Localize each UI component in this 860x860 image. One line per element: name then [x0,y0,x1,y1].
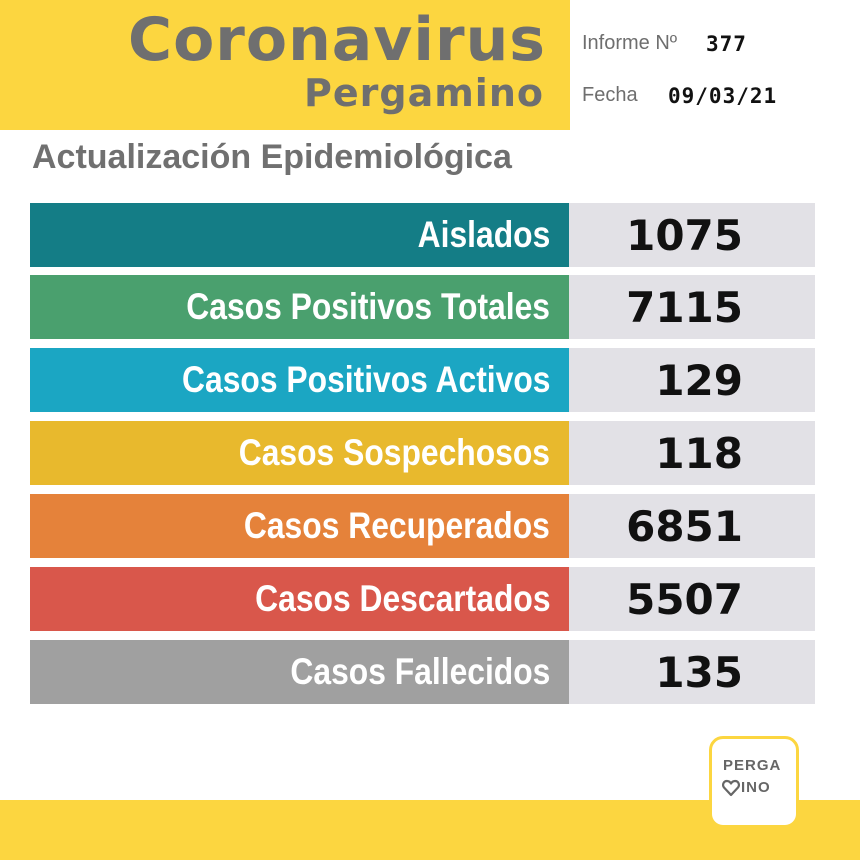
stat-value: 6851 [626,501,743,551]
stat-value: 5507 [626,574,743,624]
stat-value-box: 5507 [569,567,815,631]
stat-value-box: 129 [569,348,815,412]
stat-row-positivos-totales: Casos Positivos Totales 7115 [30,275,815,339]
fecha-label: Fecha [582,84,638,106]
stat-label: Casos Fallecidos [290,651,551,692]
heart-icon [722,779,740,797]
stat-row-positivos-activos: Casos Positivos Activos 129 [30,348,815,412]
fecha-info: Fecha 09/03/21 [582,84,776,108]
stat-value: 129 [655,355,743,405]
stat-label: Casos Positivos Totales [186,286,551,327]
stat-value: 7115 [626,282,743,332]
section-title: Actualización Epidemiológica [32,138,512,176]
stat-label: Casos Descartados [254,578,551,619]
stat-label-box: Aislados [30,203,569,267]
informe-number: 377 [706,32,747,56]
fecha-value: 09/03/21 [668,84,778,108]
stat-label-box: Casos Positivos Totales [30,275,569,339]
stat-value-box: 7115 [569,275,815,339]
stat-value: 135 [655,647,743,697]
stat-value-box: 135 [569,640,815,704]
stat-label-box: Casos Descartados [30,567,569,631]
stat-label-box: Casos Fallecidos [30,640,569,704]
stat-value: 118 [655,428,743,478]
logo-text-top: PERGA [723,757,782,774]
informe-label: Informe Nº [582,32,678,54]
stat-label: Casos Recuperados [244,505,551,546]
pergamino-logo: PERGA INO [709,736,799,828]
stat-row-sospechosos: Casos Sospechosos 118 [30,421,815,485]
stat-value-box: 118 [569,421,815,485]
logo-text-bottom: INO [741,779,771,796]
stat-row-aislados: Aislados 1075 [30,203,815,267]
stat-row-recuperados: Casos Recuperados 6851 [30,494,815,558]
stat-value: 1075 [626,210,743,260]
informe-info: Informe Nº 377 [582,32,746,56]
page-title: Coronavirus [128,5,546,75]
header-banner: Coronavirus Pergamino [0,0,570,130]
stat-label: Casos Sospechosos [238,432,551,473]
page-subtitle: Pergamino [304,71,544,115]
stat-row-descartados: Casos Descartados 5507 [30,567,815,631]
stat-label: Aislados [417,214,551,255]
stat-label-box: Casos Recuperados [30,494,569,558]
stat-value-box: 1075 [569,203,815,267]
stat-row-fallecidos: Casos Fallecidos 135 [30,640,815,704]
stat-value-box: 6851 [569,494,815,558]
stat-label-box: Casos Sospechosos [30,421,569,485]
stat-label-box: Casos Positivos Activos [30,348,569,412]
stat-label: Casos Positivos Activos [181,359,551,400]
